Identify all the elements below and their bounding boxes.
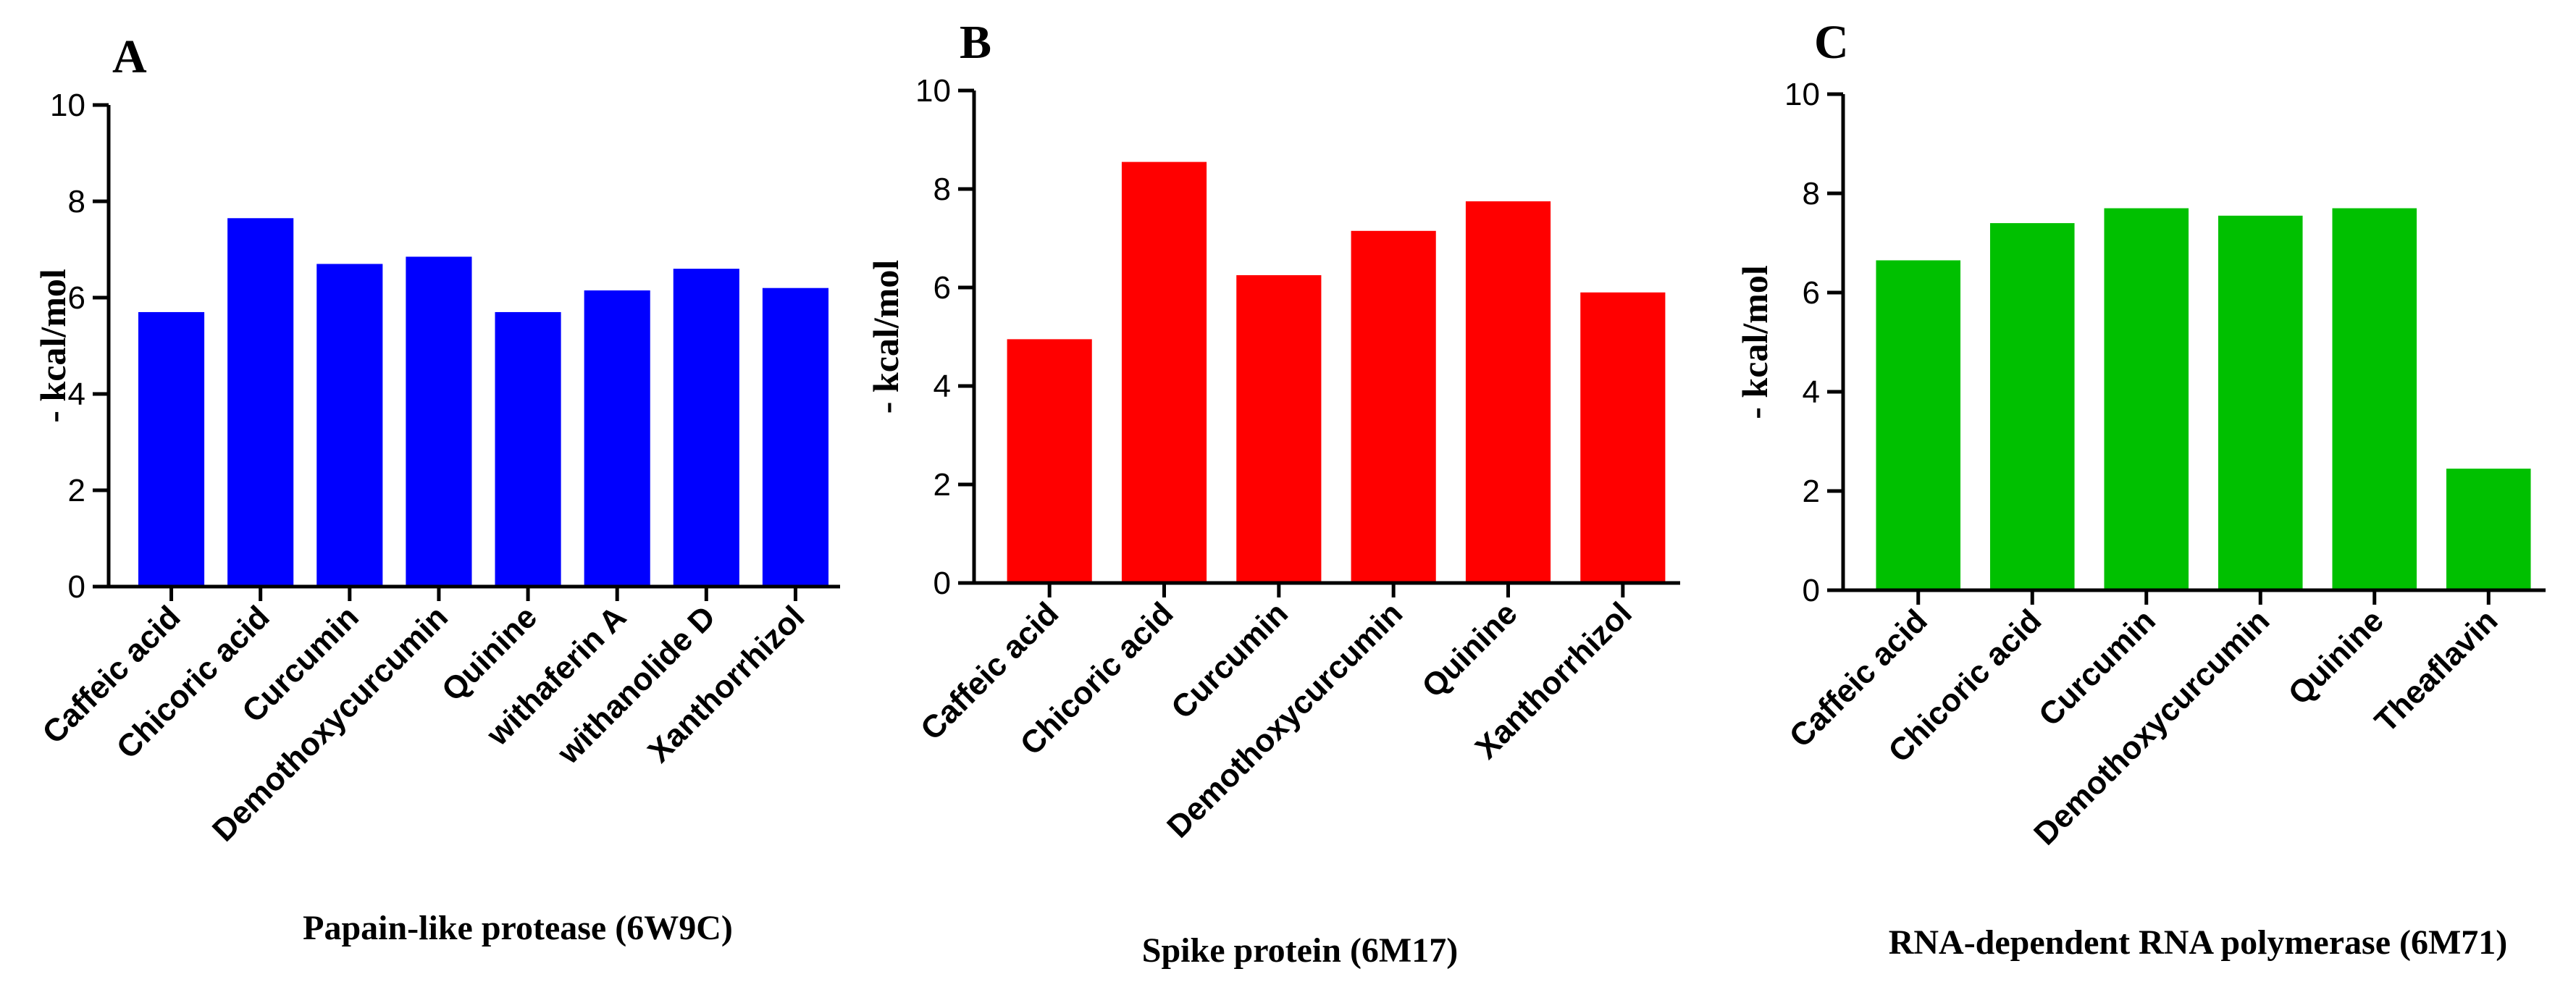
panel-letter: C — [1814, 16, 1849, 69]
y-tick-label: 10 — [915, 73, 951, 109]
bar-curcumin — [316, 264, 383, 587]
bar-chicoric-acid — [1989, 223, 2075, 590]
x-category-label: Xanthorrhizol — [641, 599, 811, 769]
y-tick-label: 4 — [934, 369, 951, 404]
x-category-label: Chicoric acid — [110, 599, 277, 765]
bar-caffeic-acid — [138, 311, 205, 587]
y-tick-label: 2 — [1803, 474, 1820, 509]
x-axis-title: RNA-dependent RNA polymerase (6M71) — [1889, 923, 2508, 962]
y-tick-label: 8 — [934, 172, 951, 207]
bar-caffeic-acid — [1876, 260, 1961, 590]
bar-demothoxycurcumin — [2218, 215, 2303, 590]
bar-quinine — [1465, 201, 1551, 583]
bar-caffeic-acid — [1007, 339, 1092, 583]
bar-quinine — [2332, 208, 2417, 590]
y-tick-label: 10 — [50, 88, 85, 123]
panel-letter: A — [112, 30, 147, 83]
y-tick-label: 4 — [1803, 374, 1820, 410]
x-category-label: Quinine — [2281, 603, 2390, 711]
y-tick-label: 0 — [68, 569, 85, 605]
x-axis-title: Papain-like protease (6W9C) — [303, 909, 733, 947]
y-tick-label: 6 — [1803, 275, 1820, 311]
y-tick-label: 6 — [68, 280, 85, 316]
bar-xanthorrhizol — [1580, 292, 1666, 583]
bar-xanthorrhizol — [762, 288, 828, 587]
y-tick-label: 2 — [68, 473, 85, 508]
bar-curcumin — [1236, 275, 1322, 583]
x-category-label: Demothoxycurcumin — [2027, 603, 2276, 852]
x-category-label: Quinine — [1415, 595, 1524, 704]
y-tick-label: 0 — [1803, 573, 1820, 608]
x-category-label: Theaflavin — [2368, 603, 2505, 739]
bar-chicoric-acid — [227, 218, 294, 587]
y-axis-label: - kcal/mol — [1734, 265, 1775, 419]
y-tick-label: 8 — [1803, 176, 1820, 211]
y-axis-label: - kcal/mol — [865, 260, 906, 414]
x-category-label: withanolide D — [550, 599, 723, 771]
y-axis-label: - kcal/mol — [33, 269, 73, 423]
bar-curcumin — [2104, 208, 2189, 590]
bar-demothoxycurcumin — [406, 256, 472, 587]
y-tick-label: 2 — [934, 467, 951, 503]
x-category-label: Demothoxycurcumin — [1160, 595, 1409, 844]
y-tick-label: 0 — [934, 566, 951, 601]
bar-withanolide-d — [673, 269, 739, 587]
bar-chicoric-acid — [1121, 161, 1207, 584]
y-tick-label: 6 — [934, 270, 951, 306]
y-tick-label: 8 — [68, 184, 85, 219]
panel-letter: B — [960, 16, 991, 69]
bar-theaflavin — [2446, 469, 2531, 590]
x-axis-title: Spike protein (6M17) — [1142, 931, 1458, 970]
bar-demothoxycurcumin — [1351, 230, 1436, 583]
bar-withaferin-a — [584, 290, 650, 587]
y-tick-label: 4 — [68, 377, 85, 412]
y-tick-label: 10 — [1784, 77, 1820, 112]
bar-quinine — [495, 311, 561, 587]
